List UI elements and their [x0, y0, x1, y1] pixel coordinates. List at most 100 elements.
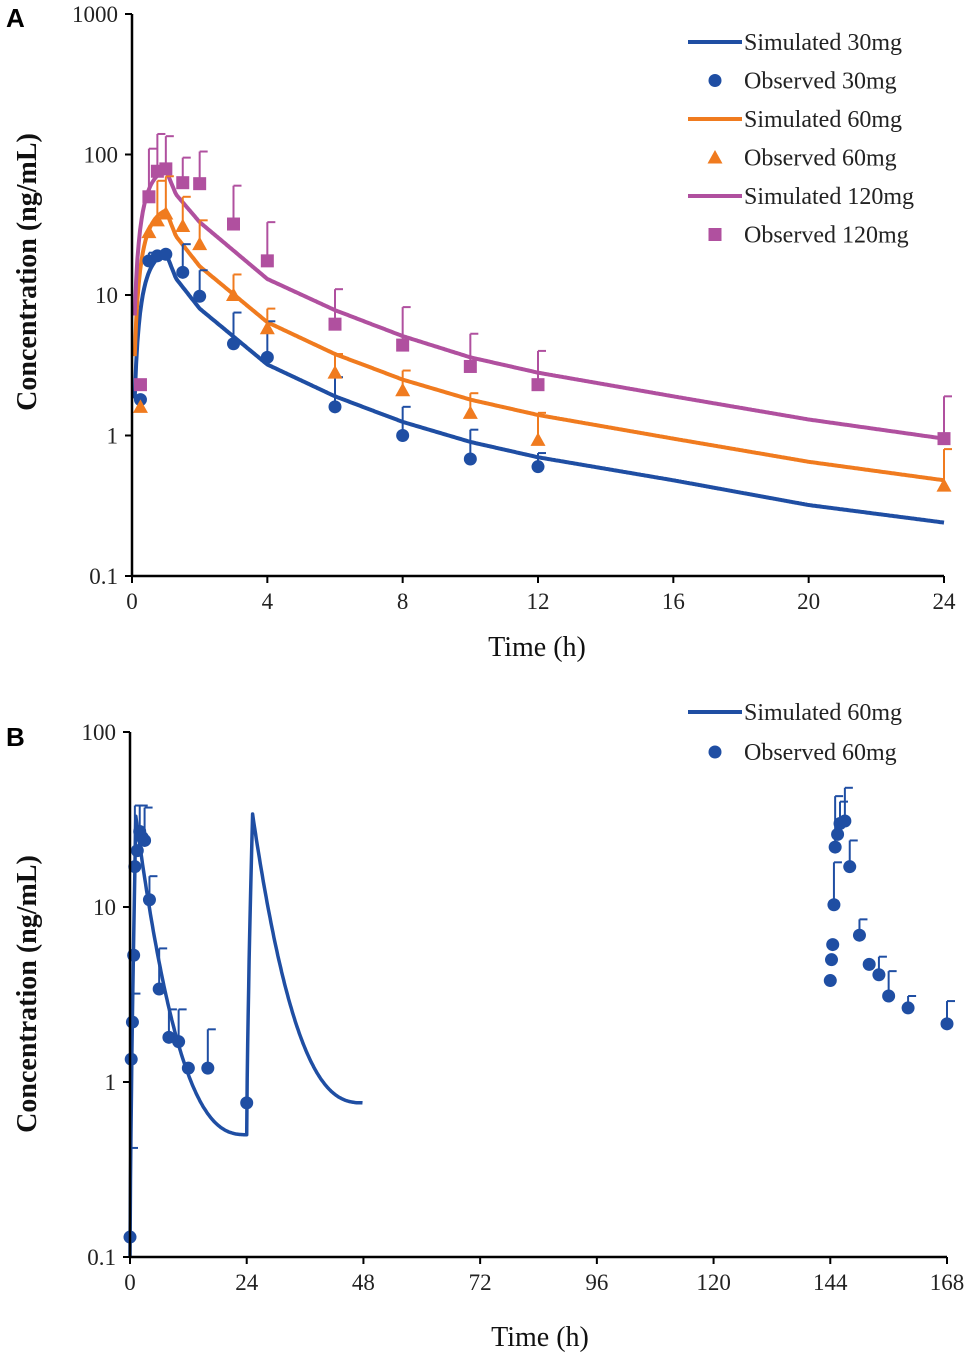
panel-b-legend-label: Observed 60mg	[744, 740, 897, 766]
panel-a-x-tick-label: 8	[397, 589, 409, 614]
observed-point	[193, 289, 207, 303]
observed-point	[826, 938, 840, 952]
observed-point	[396, 429, 410, 442]
observed-point	[838, 814, 852, 828]
observed-point	[259, 320, 275, 335]
panel-b-x-tick-label: 72	[469, 1270, 492, 1295]
observed-point	[843, 860, 857, 874]
panel-a-legend-marker-swatch	[707, 150, 723, 164]
observed-point	[176, 265, 190, 279]
observed-point	[825, 953, 839, 967]
panel-a-x-tick-label: 12	[527, 589, 550, 614]
observed-point	[141, 224, 157, 239]
observed-point	[831, 827, 845, 841]
observed-point	[152, 982, 166, 996]
panel-a-y-axis-title: Concentration (ng/mL)	[12, 133, 43, 411]
panel-b-letter: B	[6, 722, 25, 752]
panel-b-legend-marker-swatch	[708, 745, 722, 759]
observed-point	[901, 1001, 915, 1015]
observed-point	[159, 162, 173, 176]
observed-point	[463, 452, 477, 466]
observed-point	[462, 405, 478, 419]
panel-b-legend: Simulated 60mg Observed 60mg	[688, 700, 902, 766]
observed-point	[936, 478, 952, 492]
observed-point	[132, 399, 148, 413]
panel-b-y-tick-label: 1	[105, 1070, 117, 1095]
observed-point	[138, 833, 152, 847]
observed-point	[827, 898, 841, 912]
panel-b-x-axis-title: Time (h)	[491, 1322, 589, 1353]
panel-a-x-tick-label: 4	[262, 589, 274, 614]
observed-point	[149, 212, 165, 227]
observed-point	[142, 190, 156, 204]
observed-point	[125, 1015, 139, 1029]
panel-a-x-axis-title: Time (h)	[488, 632, 586, 663]
observed-point	[531, 378, 545, 392]
panel-b-x-tick-label: 96	[585, 1270, 608, 1295]
observed-point	[823, 974, 837, 988]
observed-point	[175, 218, 191, 232]
observed-point	[396, 338, 410, 352]
observed-point	[260, 254, 274, 268]
observed-point	[328, 317, 342, 331]
panel-a-x-tick-label: 20	[797, 589, 820, 614]
observed-point	[940, 1017, 954, 1031]
panel-a-y-tick-label: 100	[84, 143, 119, 168]
panel-a-x-tick-label: 24	[933, 589, 957, 614]
observed-point	[158, 206, 174, 220]
observed-point	[395, 382, 411, 397]
panel-b-x-tick-label: 168	[930, 1270, 965, 1295]
observed-point	[193, 177, 207, 191]
sim-line-120mg	[132, 167, 945, 441]
observed-point	[260, 350, 274, 364]
observed-point	[162, 1030, 176, 1044]
panel-b-y-tick-label: 100	[82, 720, 117, 745]
observed-point	[130, 844, 144, 858]
observed-point	[240, 1096, 254, 1110]
panel-b-legend-label: Simulated 60mg	[744, 700, 902, 726]
panel-a-y-tick-label: 10	[95, 283, 118, 308]
panel-b-y-axis-title: Concentration (ng/mL)	[12, 855, 43, 1133]
observed-point	[531, 460, 545, 474]
panel-a-legend-marker-swatch	[708, 228, 722, 241]
sim-line-30mg	[132, 250, 945, 525]
panel-a-y-tick-label: 0.1	[89, 564, 118, 589]
observed-point	[159, 247, 173, 261]
observed-point	[862, 957, 876, 971]
sim-line-60mg	[132, 208, 945, 483]
panel-a-legend-label: Simulated 120mg	[744, 184, 914, 210]
observed-point	[142, 893, 156, 907]
panel-a-legend-label: Observed 120mg	[744, 223, 909, 249]
observed-point	[828, 840, 842, 854]
observed-point	[181, 1061, 195, 1075]
panel-a-y-tick-label: 1000	[72, 2, 118, 27]
observed-point	[128, 860, 142, 874]
observed-point	[937, 432, 951, 446]
panel-a-x-tick-label: 16	[662, 589, 685, 614]
panel-a-y-tick-label: 1	[107, 424, 119, 449]
observed-point	[226, 287, 241, 301]
observed-point	[192, 236, 208, 251]
observed-point	[463, 359, 477, 373]
observed-point	[172, 1035, 186, 1049]
panel-b-y-tick-label: 10	[93, 895, 116, 920]
panel-a-legend-marker-swatch	[708, 74, 722, 87]
observed-point	[133, 378, 147, 392]
observed-point	[327, 365, 343, 379]
panel-a-legend: Simulated 30mg Observed 30mg Simulated 60m…	[688, 30, 914, 249]
panel-a-legend-label: Simulated 30mg	[744, 30, 902, 56]
observed-point	[852, 928, 866, 942]
panel-b-x-tick-label: 144	[813, 1270, 848, 1295]
panel-b: B Concentration (ng/mL) Time (h) 0 24 48 72…	[6, 700, 964, 1353]
panel-a-legend-label: Observed 60mg	[744, 146, 897, 172]
observed-point	[328, 400, 342, 414]
observed-point	[176, 176, 190, 190]
observed-point	[201, 1061, 215, 1075]
panel-b-x-tick-label: 0	[124, 1270, 136, 1295]
panel-a-letter: A	[6, 3, 25, 33]
panel-a-legend-label: Simulated 60mg	[744, 107, 902, 133]
observed-point	[530, 432, 546, 446]
panel-a-x-tick-label: 0	[126, 589, 138, 614]
observed-point	[872, 968, 886, 982]
